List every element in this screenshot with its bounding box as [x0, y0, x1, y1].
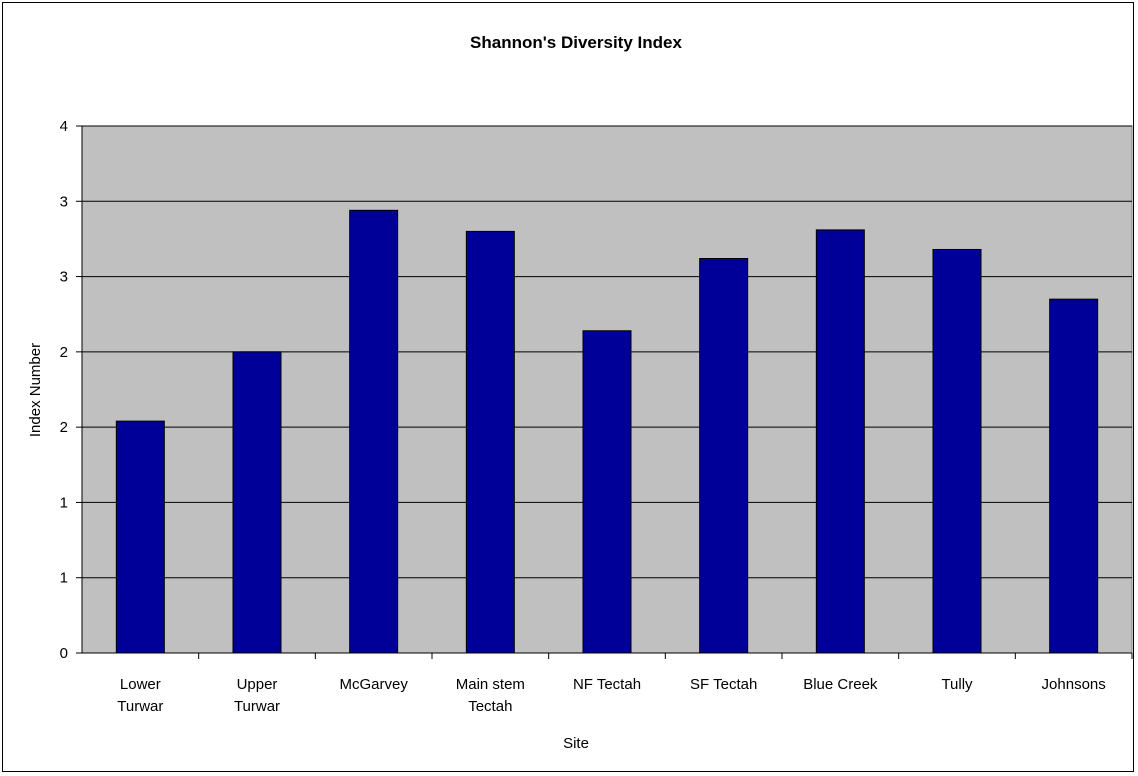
bar [349, 209, 399, 654]
x-tick-label: Upper Turwar [234, 676, 280, 715]
bar [582, 330, 632, 654]
x-tick-label: Johnsons [1042, 676, 1106, 693]
y-axis-label: Index Number [27, 343, 44, 437]
bar [465, 230, 515, 654]
x-tick-label: Lower Turwar [117, 676, 163, 715]
bar [815, 229, 865, 654]
x-tick-label: Blue Creek [803, 676, 878, 693]
y-tick-labels: 0 1 1 2 2 3 3 4 [60, 118, 68, 662]
x-tick-label: Tully [941, 676, 973, 693]
x-tick-labels: Lower Turwar Upper Turwar McGarvey Main stem T… [117, 676, 1106, 715]
bar [932, 248, 982, 654]
y-tick-label: 0 [60, 645, 68, 662]
y-tick-label: 1 [60, 570, 68, 587]
bars [115, 209, 1099, 654]
bar [699, 258, 749, 654]
y-tick-label: 4 [60, 118, 68, 135]
bar [115, 420, 165, 654]
x-axis-label: Site [563, 735, 589, 752]
x-tick-label: McGarvey [339, 676, 408, 693]
x-tick-label: SF Tectah [690, 676, 757, 693]
y-tick-label: 3 [60, 269, 68, 286]
y-tick-label: 2 [60, 344, 68, 361]
y-tick-label: 1 [60, 494, 68, 511]
y-tick-label: 2 [60, 419, 68, 436]
y-tick-label: 3 [60, 193, 68, 210]
bar [1049, 298, 1099, 654]
bar [232, 351, 282, 654]
x-tick-label: Main stem Tectah [456, 676, 525, 715]
x-tick-label: NF Tectah [573, 676, 641, 693]
axes [76, 125, 1133, 659]
chart-title: Shannon's Diversity Index [470, 33, 682, 52]
